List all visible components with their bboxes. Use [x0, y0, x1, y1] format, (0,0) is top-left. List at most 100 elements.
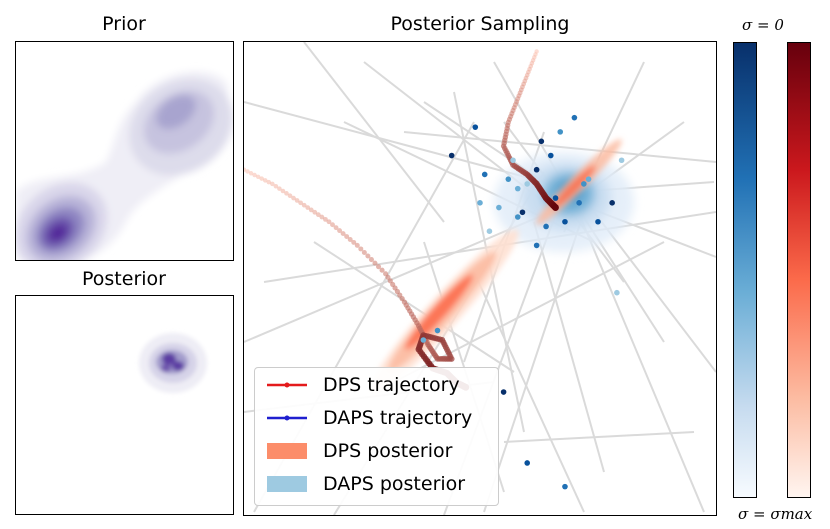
legend-label: DAPS posterior	[323, 473, 466, 495]
dps-trajectory-point	[244, 167, 247, 172]
daps-sample-point	[552, 195, 559, 201]
daps-sample-point	[533, 242, 540, 249]
posterior-title: Posterior	[82, 268, 166, 290]
dps-trajectory-point	[298, 200, 303, 206]
dps-trajectory-point	[354, 242, 360, 248]
legend-item-dps-trajectory: DPS trajectory	[265, 373, 460, 397]
daps-sample-point	[562, 218, 568, 225]
legend-item-daps-posterior: DAPS posterior	[265, 472, 465, 496]
daps-sample-point	[576, 200, 582, 206]
dps-trajectory-point	[291, 195, 296, 201]
dps-trajectory-point	[284, 191, 289, 196]
dps-trajectory-point	[368, 257, 374, 263]
daps-sample-point	[477, 200, 483, 206]
daps-sample-point	[543, 223, 549, 230]
posterior-plot	[15, 295, 234, 515]
daps-sample-point	[585, 176, 592, 182]
dps-trajectory-point	[337, 228, 343, 234]
dps-trajectory-point	[344, 234, 350, 239]
legend-label: DPS trajectory	[323, 374, 460, 396]
daps-sample-point	[524, 460, 530, 466]
daps-sample-point	[434, 327, 441, 334]
prior-density	[16, 71, 233, 260]
dps-trajectory-point	[315, 212, 321, 218]
daps-sample-point	[496, 204, 502, 211]
red-colorbar	[787, 42, 811, 498]
dps-trajectory-point	[365, 253, 371, 259]
dps-trajectory-point	[280, 188, 286, 194]
daps-sample-point	[538, 138, 545, 145]
daps-sample-point	[581, 181, 587, 187]
daps-sample-point	[420, 337, 427, 343]
daps-sample-point	[486, 228, 493, 234]
dps-trajectory-point	[534, 49, 539, 54]
dps-trajectory-point	[287, 193, 293, 199]
dps-trajectory-point	[351, 239, 357, 245]
dps-trajectory-point	[277, 186, 282, 191]
daps-sample-point	[519, 209, 526, 216]
daps-sample-point	[548, 152, 554, 159]
dps-trajectory-point	[273, 183, 279, 189]
dps-trajectory-point	[255, 174, 261, 180]
dps-trajectory-point	[372, 260, 378, 266]
legend-label: DAPS trajectory	[323, 407, 473, 429]
prior-plot	[15, 41, 234, 261]
dps-trajectory-point	[319, 214, 325, 220]
daps-points	[420, 114, 625, 490]
dps-trajectory-point	[270, 181, 275, 187]
dps-trajectory-point	[530, 58, 536, 63]
daps-sample-point	[472, 124, 479, 130]
dps-trajectory-point	[529, 61, 535, 66]
daps-sample-point	[514, 185, 521, 192]
dps-trajectory-point	[358, 246, 364, 252]
daps-sample-point	[614, 289, 620, 296]
posterior-sampling-plot: DPS trajectory DAPS trajectory DPS poste…	[243, 41, 717, 516]
daps-trajectory-swatch	[265, 406, 309, 430]
dps-trajectory-point	[323, 216, 328, 222]
dps-trajectory-point	[245, 169, 250, 174]
legend-item-daps-trajectory: DAPS trajectory	[265, 406, 472, 430]
daps-posterior-swatch	[265, 472, 309, 496]
daps-sample-point	[533, 166, 540, 173]
daps-sample-point	[510, 157, 516, 164]
main-title: Posterior Sampling	[390, 13, 570, 35]
dps-trajectory-point	[259, 176, 264, 181]
dps-trajectory-point	[361, 249, 367, 255]
dps-posterior-cloud	[369, 139, 622, 395]
dps-trajectory-point	[294, 198, 300, 203]
daps-sample-point	[562, 483, 568, 490]
dps-trajectory-swatch	[265, 373, 309, 397]
legend: DPS trajectory DAPS trajectory DPS poste…	[254, 367, 499, 506]
colorbar-top-label: σ = 0	[742, 16, 784, 34]
dps-trajectory-point	[533, 52, 538, 57]
daps-sample-point	[571, 114, 578, 121]
daps-sample-point	[448, 152, 455, 159]
daps-sample-point	[609, 200, 615, 206]
daps-sample-point	[618, 157, 625, 164]
dps-trajectory-point	[248, 171, 254, 176]
blue-colorbar	[733, 42, 757, 498]
daps-sample-point	[481, 171, 488, 178]
dps-trajectory-point	[532, 55, 537, 60]
dps-trajectory-point	[552, 204, 559, 211]
dps-trajectory-point	[326, 219, 332, 225]
legend-item-dps-posterior: DPS posterior	[265, 439, 452, 463]
daps-sample-point	[557, 129, 564, 135]
dps-trajectory-point	[305, 205, 311, 210]
daps-sample-point	[505, 176, 512, 182]
legend-label: DPS posterior	[323, 440, 453, 462]
daps-sample-point	[514, 214, 521, 220]
dps-trajectory-point	[528, 63, 534, 69]
dps-trajectory-point	[333, 225, 339, 231]
dps-trajectory-point	[308, 207, 314, 213]
dps-trajectory-point	[312, 209, 318, 215]
daps-sample-point	[524, 181, 530, 187]
colorbar-bottom-label: σ = σmax	[738, 505, 813, 523]
dps-trajectory-point	[347, 237, 353, 242]
dps-trajectory-point	[379, 267, 385, 273]
dps-trajectory-point	[340, 231, 346, 237]
dps-trajectory-point	[301, 202, 307, 208]
posterior-density	[139, 333, 207, 393]
dps-trajectory-point	[266, 179, 272, 185]
dps-trajectory-point	[262, 178, 268, 183]
